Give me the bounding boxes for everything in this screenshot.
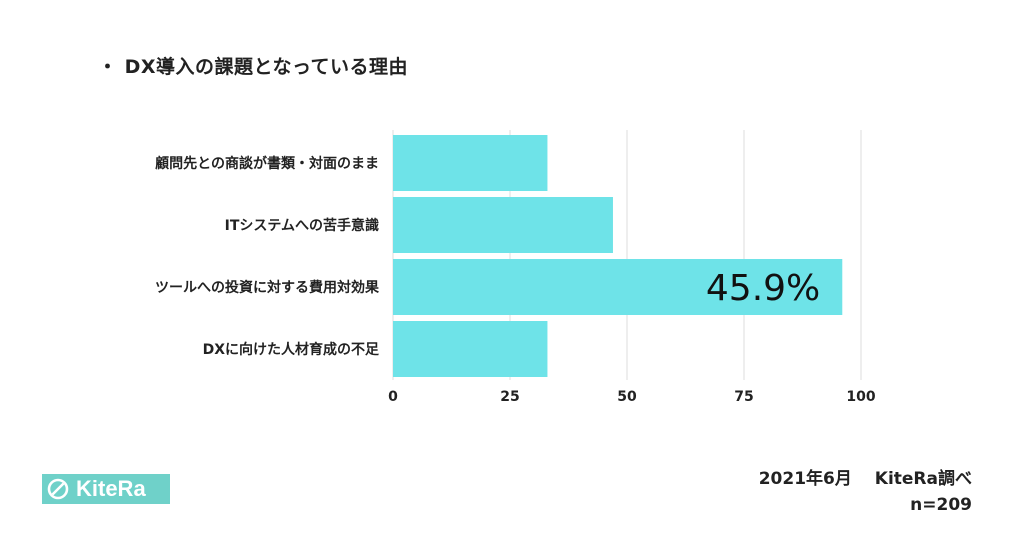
category-labels: 顧問先との商談が書類・対面のまま ITシステムへの苦手意識ツールへの投資に対する費…: [155, 155, 380, 358]
category-label: DXに向けた人材育成の不足: [203, 341, 380, 358]
data-label: 45.9%: [706, 268, 820, 309]
logo-text: KiteRa: [76, 476, 146, 501]
category-label: ツールへの投資に対する費用対効果: [155, 279, 380, 296]
kitera-logo-icon: [47, 478, 69, 500]
bar: [393, 259, 843, 315]
bar: [393, 197, 613, 253]
bar: [393, 135, 548, 191]
kitera-logo: KiteRa: [42, 474, 170, 504]
bars: [393, 135, 843, 377]
data-labels: 45.9%: [706, 268, 820, 309]
x-tick-label: 75: [734, 389, 753, 405]
sample-size: n=209: [910, 495, 972, 515]
chart-title: ・ DX導入の課題となっている理由: [98, 56, 409, 78]
bar: [393, 321, 548, 377]
x-tick-labels: 0 25 50 75 100: [388, 389, 876, 405]
x-tick-label: 50: [617, 389, 637, 405]
x-tick-label: 25: [500, 389, 519, 405]
source-note: 2021年6月 KiteRa調べ n=209: [759, 466, 972, 518]
category-label: ITシステムへの苦手意識: [225, 217, 379, 234]
category-label: 顧問先との商談が書類・対面のまま: [155, 155, 379, 172]
x-tick-label: 0: [388, 389, 398, 405]
x-tick-label: 100: [846, 389, 875, 405]
source-date: 2021年6月 KiteRa調べ: [758, 469, 972, 489]
